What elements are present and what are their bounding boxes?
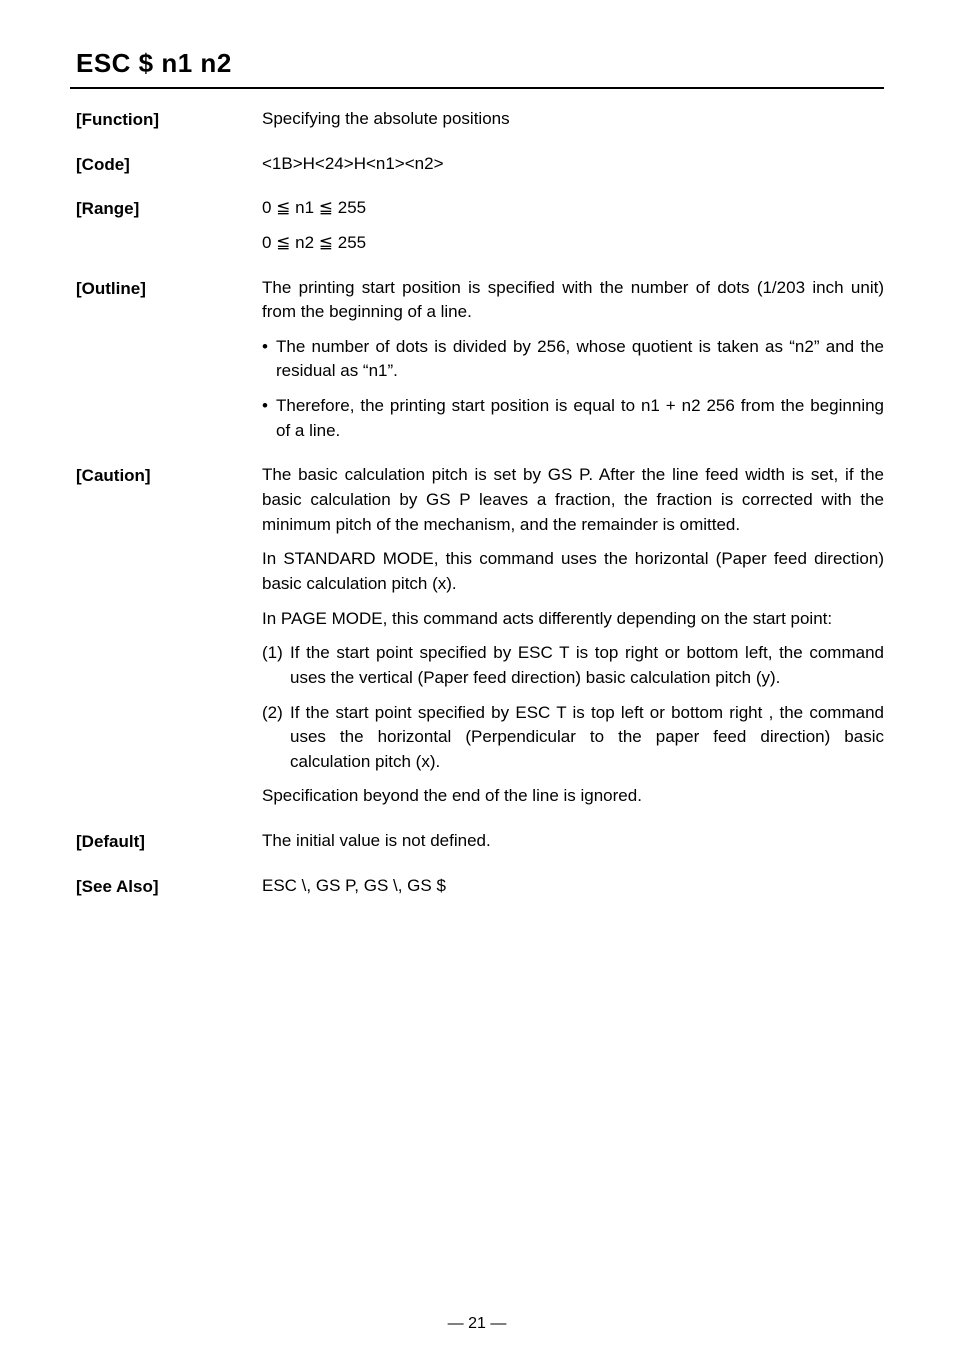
label-range: [Range] xyxy=(70,196,262,222)
range-line1: 0 ≦ n1 ≦ 255 xyxy=(262,196,884,221)
label-caution: [Caution] xyxy=(70,463,262,489)
caution-item-1-num: (1) xyxy=(262,641,290,690)
label-seealso: [See Also] xyxy=(70,874,262,900)
label-code: [Code] xyxy=(70,152,262,178)
caution-item-1: (1) If the start point specified by ESC … xyxy=(262,641,884,690)
row-default: [Default] The initial value is not defin… xyxy=(70,829,884,864)
caution-item-2-num: (2) xyxy=(262,701,290,775)
range-line2: 0 ≦ n2 ≦ 255 xyxy=(262,231,884,256)
outline-bullet-2: • Therefore, the printing start position… xyxy=(262,394,884,443)
row-outline: [Outline] The printing start position is… xyxy=(70,276,884,454)
label-outline: [Outline] xyxy=(70,276,262,302)
page-title: ESC $ n1 n2 xyxy=(70,48,884,79)
caution-item-2-text: If the start point specified by ESC T is… xyxy=(290,701,884,775)
bullet-dot-icon: • xyxy=(262,335,276,384)
caution-item-2: (2) If the start point specified by ESC … xyxy=(262,701,884,775)
title-rule xyxy=(70,87,884,89)
caution-p2: In STANDARD MODE, this command uses the … xyxy=(262,547,884,596)
caution-p4: Specification beyond the end of the line… xyxy=(262,784,884,809)
seealso-text: ESC \, GS P, GS \, GS $ xyxy=(262,874,884,899)
bullet-dot-icon: • xyxy=(262,394,276,443)
label-default: [Default] xyxy=(70,829,262,855)
caution-p1: The basic calculation pitch is set by GS… xyxy=(262,463,884,537)
row-seealso: [See Also] ESC \, GS P, GS \, GS $ xyxy=(70,874,884,909)
default-text: The initial value is not defined. xyxy=(262,829,884,854)
page-number: — 21 — xyxy=(0,1315,954,1333)
outline-b2-text: Therefore, the printing start position i… xyxy=(276,394,884,443)
outline-b1-text: The number of dots is divided by 256, wh… xyxy=(276,335,884,384)
code-text: <1B>H<24>H<n1><n2> xyxy=(262,152,884,177)
row-code: [Code] <1B>H<24>H<n1><n2> xyxy=(70,152,884,187)
row-function: [Function] Specifying the absolute posit… xyxy=(70,107,884,142)
row-range: [Range] 0 ≦ n1 ≦ 255 0 ≦ n2 ≦ 255 xyxy=(70,196,884,265)
outline-bullet-1: • The number of dots is divided by 256, … xyxy=(262,335,884,384)
row-caution: [Caution] The basic calculation pitch is… xyxy=(70,463,884,819)
caution-item-1-text: If the start point specified by ESC T is… xyxy=(290,641,884,690)
caution-p3: In PAGE MODE, this command acts differen… xyxy=(262,607,884,632)
label-function: [Function] xyxy=(70,107,262,133)
function-text: Specifying the absolute positions xyxy=(262,107,884,132)
outline-main: The printing start position is specified… xyxy=(262,276,884,325)
